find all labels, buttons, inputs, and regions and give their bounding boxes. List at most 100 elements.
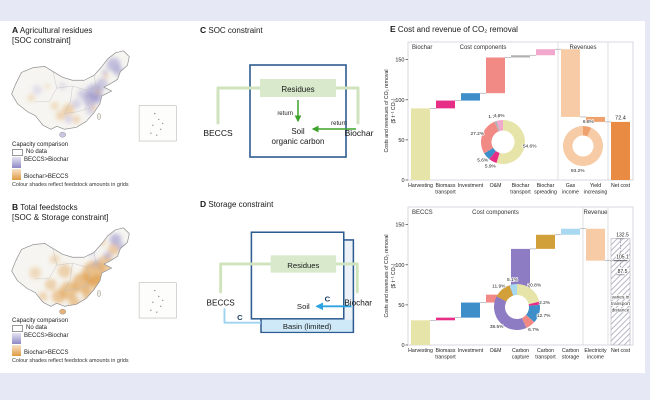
chart-group-label: BECCS <box>412 210 433 216</box>
x-tick-label: Biochar <box>512 183 530 189</box>
donut-segment-biochar-cost-share <box>494 120 500 131</box>
province-borders <box>35 71 103 114</box>
panel-e-tag: E <box>390 24 396 34</box>
bar-o-m <box>486 56 505 93</box>
panel-d-tag: D <box>200 199 207 209</box>
donut-percent-label: 2.2% <box>539 299 551 305</box>
y-axis-label: Costs and revenues of CO₂ removal <box>384 69 390 152</box>
beccs-gradient-swatch <box>12 333 21 344</box>
net-cost-range-label: 105.1 <box>616 254 629 260</box>
donut-segment-beccs-cost-share <box>509 283 517 296</box>
beccs-carbon-to-basin-connector <box>223 308 262 324</box>
biochar-gradient-swatch <box>12 345 21 356</box>
bar-biochar-transport <box>511 54 530 57</box>
x-tick-label: Carbon <box>537 348 554 354</box>
y-tick-label: 150 <box>395 57 404 63</box>
return-down-label: return <box>277 111 293 117</box>
panel-c: C SOC constraint Residues return return … <box>192 23 382 195</box>
hainan-island <box>59 308 67 315</box>
bar-carbon-transport <box>536 234 555 249</box>
y-tick-label: 0 <box>401 178 404 184</box>
x-tick-label: Harvesting <box>408 348 433 354</box>
donut-percent-label: 6.7% <box>528 327 540 333</box>
residues-box <box>260 79 336 97</box>
south-china-sea-inset <box>138 282 177 319</box>
x-tick-label: Gas <box>566 183 576 189</box>
donut-percent-label: 27.2% <box>471 131 485 137</box>
x-tick-label: storage <box>562 354 579 360</box>
donut-segment-beccs-cost-share <box>521 314 535 328</box>
bar-carbon-storage <box>561 228 580 235</box>
net-cost-range-label: 87.5 <box>618 268 628 274</box>
x-tick-label: Yield <box>590 183 601 189</box>
x-tick-label: Net cost <box>611 348 631 354</box>
section-label: Cost components <box>472 210 519 216</box>
return-side-label: return <box>331 121 347 127</box>
donut-percent-label: 12.7% <box>537 313 551 319</box>
residues-to-beccs-connector <box>216 86 262 125</box>
donut-percent-label: 6.8% <box>583 119 595 125</box>
basin-label-bar <box>261 319 353 332</box>
donut-segment-biochar-revenue-share <box>583 125 592 136</box>
donut-percent-label: 54.6% <box>523 143 537 149</box>
panel-b-title: B Total feedstocks [SOC & Storage constr… <box>12 202 109 222</box>
soil-organic-carbon-label-line2: organic carbon <box>272 137 325 146</box>
bar-yield-increasing <box>586 116 605 122</box>
panel-a-tag: A <box>12 25 19 35</box>
basin-limited-label: Basin (limited) <box>283 322 332 331</box>
x-tick-label: income <box>587 354 604 360</box>
y-axis-label: ($ t⁻¹ CO₂) <box>391 263 397 288</box>
biochar-gradient-swatch <box>12 169 21 180</box>
x-tick-label: spreading <box>534 189 557 195</box>
donut-segment-beccs-cost-share <box>496 284 514 301</box>
residues-box <box>270 255 337 273</box>
bar-net-cost <box>611 121 630 180</box>
panel-a-title: A Agricultural residues [SOC constraint] <box>12 25 93 45</box>
residues-to-biochar-connector <box>334 86 360 125</box>
x-tick-label: transport <box>510 189 531 195</box>
bar-electricity-income <box>586 228 605 261</box>
donut-percent-label: 4.6% <box>494 112 506 118</box>
no-data-swatch <box>12 149 23 156</box>
china-outline <box>11 227 130 307</box>
y-tick-label: 50 <box>398 302 404 308</box>
x-tick-label: Carbon <box>512 348 529 354</box>
donut-segment-beccs-cost-share <box>526 304 540 322</box>
map-b-legend: Capacity comparison No data BECCS>Biocha… <box>12 318 129 364</box>
bar-investment <box>461 92 480 101</box>
taiwan-island <box>96 113 101 120</box>
china-outline <box>11 50 130 130</box>
x-tick-label: Biomass <box>436 183 456 189</box>
residues-label: Residues <box>281 85 314 94</box>
donut-segment-biochar-cost-share <box>484 147 496 159</box>
panel-c-title: C SOC constraint <box>200 25 263 35</box>
storage-system-box <box>250 231 345 320</box>
x-tick-label: Net cost <box>611 183 631 189</box>
carbon-label-beccs: C <box>237 313 243 322</box>
panel-d-title: D Storage constraint <box>200 199 274 209</box>
no-data-swatch <box>12 325 23 332</box>
soil-label: Soil <box>297 302 310 311</box>
y-tick-label: 150 <box>395 222 404 228</box>
bar-biomass-transport <box>436 100 455 108</box>
bar-carbon-capture <box>511 248 530 295</box>
donut-percent-label: 11.9% <box>492 283 506 289</box>
donut-segment-beccs-cost-share <box>517 283 540 304</box>
x-tick-label: capture <box>512 354 529 360</box>
section-label: Revenue <box>583 210 608 216</box>
x-tick-label: transport <box>535 354 556 360</box>
residues-to-biochar-connector <box>334 262 359 294</box>
panel-e: E Cost and revenue of CO₂ removal Cost c… <box>382 22 640 372</box>
beccs-waterfall-chart: Cost components Revenue BECCS 0 50 100 150 Cost… <box>384 206 634 360</box>
section-label: Cost components <box>460 45 507 51</box>
soc-constraint-diagram: Residues return return Soil organic carb… <box>203 64 374 158</box>
y-axis-label: Costs and revenues of CO₂ removal <box>384 234 390 317</box>
panel-c-tag: C <box>200 25 207 35</box>
biochar-waterfall-chart: Cost components Revenues Biochar 0 50 100 150 C… <box>384 41 634 195</box>
beccs-gradient-swatch <box>12 157 21 168</box>
x-tick-label: income <box>562 189 579 195</box>
x-tick-label: O&M <box>490 348 502 354</box>
residues-label: Residues <box>287 261 319 270</box>
donut-percent-label: 5.1% <box>507 276 519 282</box>
